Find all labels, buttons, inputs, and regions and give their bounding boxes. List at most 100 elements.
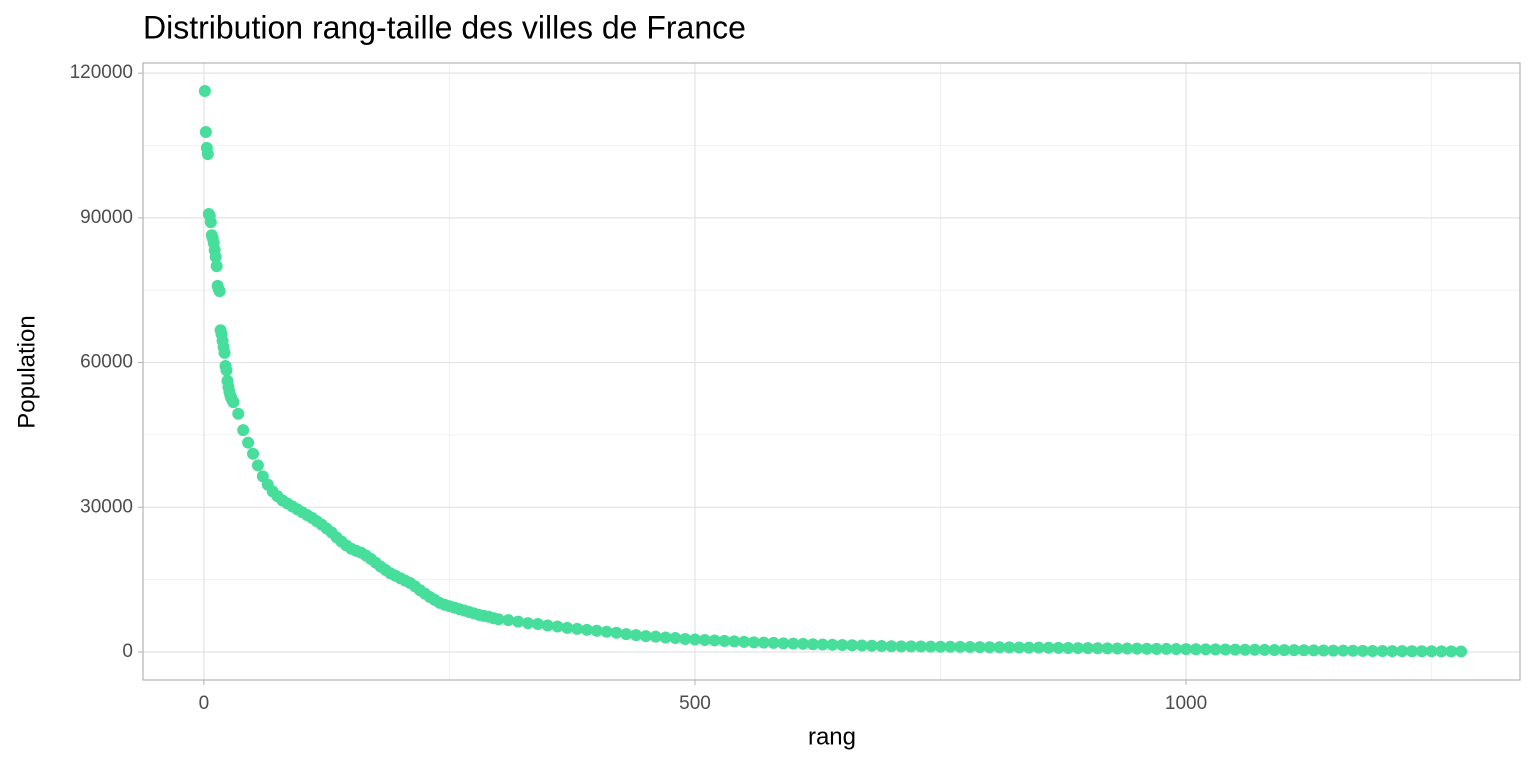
point [1278, 644, 1291, 657]
point [590, 624, 603, 637]
point [983, 641, 996, 654]
x-tick-label: 0 [199, 693, 210, 714]
point [522, 617, 535, 630]
point [1396, 645, 1409, 658]
point [679, 632, 692, 645]
point [1160, 642, 1173, 655]
point [541, 619, 554, 632]
x-axis-title: rang [808, 723, 856, 750]
point [855, 639, 868, 652]
point [1288, 644, 1301, 657]
y-axis-title: Population [13, 315, 40, 428]
point [218, 346, 231, 359]
point [708, 634, 721, 647]
x-tick-label: 500 [679, 693, 711, 714]
point [1327, 644, 1340, 657]
point [934, 640, 947, 653]
point [1052, 641, 1065, 654]
point [1356, 644, 1369, 657]
point [905, 640, 918, 653]
point [198, 84, 211, 97]
point [492, 613, 505, 626]
point [571, 622, 584, 635]
point [1258, 643, 1271, 656]
point [747, 636, 760, 649]
point [757, 636, 770, 649]
point [610, 626, 623, 639]
point [620, 628, 633, 641]
point [1268, 643, 1281, 656]
point [1140, 642, 1153, 655]
point [954, 640, 967, 653]
point [777, 637, 790, 650]
point [806, 638, 819, 651]
point [1297, 644, 1310, 657]
grid [143, 63, 1520, 680]
point [1219, 643, 1232, 656]
point [846, 639, 859, 652]
point [698, 633, 711, 646]
point [1013, 641, 1026, 654]
point [767, 636, 780, 649]
point [227, 396, 240, 409]
point [1229, 643, 1242, 656]
point [232, 407, 245, 420]
point [551, 620, 564, 633]
point [924, 640, 937, 653]
y-tick-label: 30000 [80, 496, 133, 517]
point [1435, 645, 1448, 658]
point [1425, 645, 1438, 658]
point [561, 621, 574, 634]
points [198, 84, 1468, 658]
point [688, 633, 701, 646]
point [199, 125, 212, 138]
point [865, 639, 878, 652]
panel-border [142, 62, 1521, 681]
point [1445, 645, 1458, 658]
point [1455, 645, 1468, 658]
point [1189, 643, 1202, 656]
point [1150, 642, 1163, 655]
point [993, 641, 1006, 654]
point [895, 640, 908, 653]
point [659, 631, 672, 644]
point [220, 364, 233, 377]
point [639, 630, 652, 643]
x-tick-label: 1000 [1165, 693, 1207, 714]
point [210, 260, 223, 273]
point [251, 459, 264, 472]
point [502, 614, 515, 627]
point [914, 640, 927, 653]
point [787, 637, 800, 650]
y-tick-label: 90000 [80, 207, 133, 228]
point [531, 618, 544, 631]
point [1180, 643, 1193, 656]
point [201, 148, 214, 161]
point [1111, 642, 1124, 655]
point [1199, 643, 1212, 656]
point [728, 635, 741, 648]
point [1022, 641, 1035, 654]
y-tick-label: 0 [122, 641, 133, 662]
point [1376, 645, 1389, 658]
point [1121, 642, 1134, 655]
point [1337, 644, 1350, 657]
point [797, 637, 810, 650]
point [885, 640, 898, 653]
point [1317, 644, 1330, 657]
point [1062, 641, 1075, 654]
point [1003, 641, 1016, 654]
point [1170, 643, 1183, 656]
point [1238, 643, 1251, 656]
point [1209, 643, 1222, 656]
point [973, 641, 986, 654]
point [963, 641, 976, 654]
point [669, 632, 682, 645]
point [1032, 641, 1045, 654]
point [1072, 642, 1085, 655]
point [580, 623, 593, 636]
chart-title: Distribution rang-taille des villes de F… [143, 9, 746, 45]
point [213, 285, 226, 298]
point [204, 216, 217, 229]
